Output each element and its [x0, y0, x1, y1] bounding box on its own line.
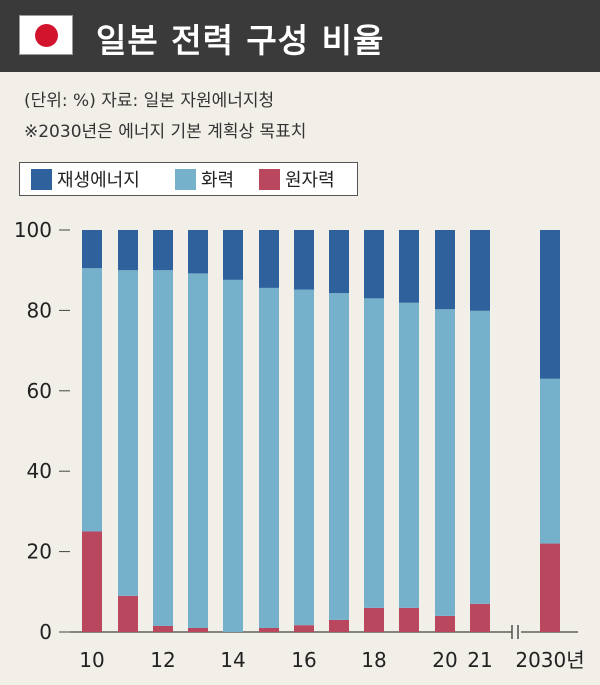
- bar-segment: [470, 310, 490, 604]
- bar-segment: [364, 607, 384, 632]
- legend-item-thermal: 화력: [175, 163, 234, 195]
- japan-flag-icon: [19, 15, 73, 55]
- bar-segment: [540, 543, 560, 632]
- bar-segment: [399, 230, 419, 303]
- unit-source-note: (단위: %) 자료: 일본 자원에너지청: [24, 91, 275, 111]
- bar-segment: [153, 230, 173, 271]
- x-tick-label: 20: [432, 648, 457, 672]
- x-tick-label: 14: [220, 648, 245, 672]
- bar-segment: [329, 293, 349, 620]
- bar-segment: [223, 279, 243, 632]
- bar-segment: [259, 627, 279, 632]
- bar-segment: [259, 230, 279, 288]
- flag-red-circle: [35, 24, 58, 47]
- bar-segment: [435, 309, 455, 616]
- y-tick-label: 60: [27, 379, 52, 403]
- bar-segment: [329, 230, 349, 294]
- target-note: ※2030년은 에너지 기본 계획상 목표치: [24, 122, 307, 142]
- bar-segment: [364, 230, 384, 299]
- bar-segment: [153, 625, 173, 632]
- y-tick-label: 100: [14, 218, 52, 242]
- bar-segment: [329, 619, 349, 632]
- legend-label-renewable: 재생에너지: [57, 170, 140, 191]
- bar-segment: [82, 230, 102, 269]
- bar-segment: [399, 302, 419, 608]
- bar-segment: [470, 603, 490, 632]
- bar-segment: [259, 287, 279, 628]
- bar-segment: [118, 230, 138, 271]
- bar-segment: [188, 273, 208, 628]
- legend-swatch-renewable: [31, 168, 52, 190]
- bar-segment: [118, 595, 138, 632]
- bar-segment: [188, 230, 208, 274]
- bar-segment: [82, 531, 102, 632]
- bar-segment: [118, 270, 138, 596]
- bar-segment: [294, 230, 314, 290]
- y-tick-label: 20: [27, 540, 52, 564]
- bar-segment: [540, 230, 560, 379]
- bar-segment: [364, 298, 384, 608]
- bar-segment: [435, 615, 455, 632]
- x-tick-label: 21: [467, 648, 492, 672]
- y-tick-label: 0: [39, 620, 52, 644]
- bar-segment: [223, 230, 243, 280]
- y-tick-label: 40: [27, 459, 52, 483]
- legend-item-renewable: 재생에너지: [31, 163, 140, 195]
- y-tick-label: 80: [27, 298, 52, 322]
- legend: 재생에너지 화력 원자력: [19, 162, 358, 196]
- bar-segment: [470, 230, 490, 311]
- bar-segment: [82, 268, 102, 532]
- chart-title: 일본 전력 구성 비율: [96, 21, 385, 60]
- x-tick-label: 18: [361, 648, 386, 672]
- legend-item-nuclear: 원자력: [259, 163, 335, 195]
- legend-label-nuclear: 원자력: [285, 170, 335, 191]
- legend-swatch-thermal: [175, 168, 196, 190]
- bar-segment: [435, 230, 455, 310]
- bar-segment: [399, 607, 419, 632]
- x-tick-label: 10: [79, 648, 104, 672]
- legend-label-thermal: 화력: [201, 170, 235, 191]
- x-tick-label: 16: [291, 648, 316, 672]
- legend-swatch-nuclear: [259, 168, 280, 190]
- header-bar: 일본 전력 구성 비율: [0, 0, 600, 72]
- bar-segment: [153, 270, 173, 626]
- bar-segment: [294, 289, 314, 626]
- bar-segment: [540, 378, 560, 544]
- x-tick-label: 12: [150, 648, 175, 672]
- x-tick-label: 2030년: [515, 648, 584, 672]
- bar-segment: [188, 627, 208, 632]
- bar-segment: [294, 625, 314, 632]
